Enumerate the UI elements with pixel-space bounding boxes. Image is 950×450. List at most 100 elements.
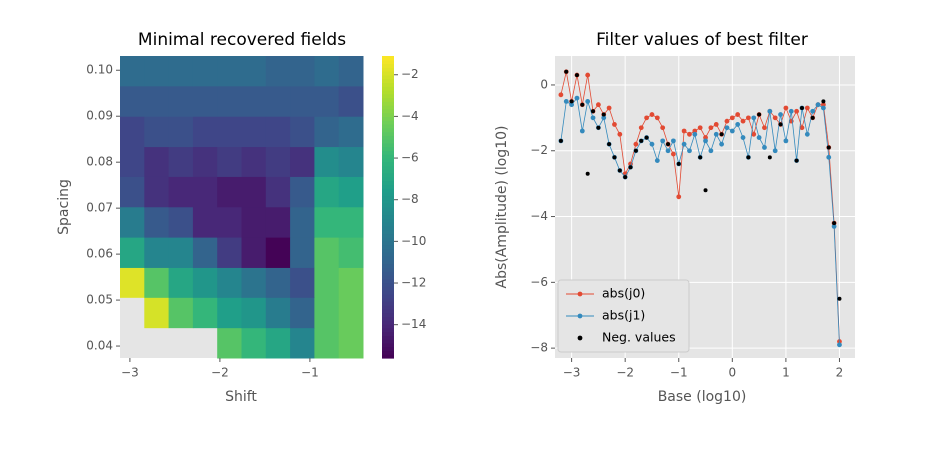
heat-cell bbox=[265, 85, 291, 117]
colorbar-segment bbox=[382, 312, 394, 318]
colorbar-segment bbox=[382, 142, 394, 148]
x-tick-label: −3 bbox=[563, 366, 581, 380]
heat-cell bbox=[168, 297, 194, 329]
y-tick-label: 0.09 bbox=[86, 109, 113, 123]
heat-cell bbox=[290, 327, 315, 359]
x-axis-label: Shift bbox=[225, 389, 257, 405]
colorbar-segment bbox=[382, 199, 394, 204]
x-tick-label: 0 bbox=[729, 366, 737, 380]
data-point bbox=[697, 125, 703, 131]
data-point bbox=[666, 142, 671, 147]
data-point bbox=[826, 154, 832, 160]
heat-cell bbox=[314, 85, 340, 117]
data-point bbox=[681, 141, 687, 147]
colorbar-tick-label: −4 bbox=[401, 109, 419, 123]
colorbar-tick-label: −6 bbox=[401, 151, 419, 165]
heat-cell bbox=[192, 176, 218, 208]
colorbar-segment bbox=[382, 123, 394, 129]
data-point bbox=[601, 115, 607, 121]
heat-cell bbox=[265, 297, 291, 329]
heat-cell bbox=[192, 116, 218, 148]
data-point bbox=[762, 125, 767, 131]
heat-cell bbox=[144, 237, 170, 268]
heat-cell bbox=[217, 146, 242, 177]
heat-cell bbox=[338, 146, 364, 177]
heat-cell bbox=[217, 267, 242, 298]
colorbar-segment bbox=[382, 290, 394, 295]
heat-cell bbox=[120, 116, 145, 148]
data-point bbox=[564, 69, 569, 74]
data-point bbox=[660, 138, 666, 144]
colorbar-segment bbox=[382, 154, 394, 159]
data-point bbox=[665, 148, 671, 154]
data-point bbox=[590, 115, 596, 121]
data-point bbox=[633, 148, 638, 153]
data-point bbox=[612, 155, 617, 160]
y-tick-label: −2 bbox=[530, 143, 548, 157]
heat-cell bbox=[217, 206, 242, 238]
heat-cell bbox=[120, 176, 145, 208]
data-point bbox=[713, 122, 719, 127]
heat-cell bbox=[168, 116, 194, 148]
data-point bbox=[580, 102, 585, 107]
data-point bbox=[820, 105, 826, 111]
colorbar-segment bbox=[382, 339, 394, 344]
colorbar-segment bbox=[382, 120, 394, 125]
heat-cell bbox=[290, 267, 315, 298]
data-point bbox=[633, 141, 639, 147]
colorbar-segment bbox=[382, 67, 394, 72]
data-point bbox=[558, 92, 564, 98]
data-point bbox=[692, 131, 698, 137]
colorbar-segment bbox=[382, 135, 394, 140]
data-point bbox=[751, 131, 757, 137]
heat-cell bbox=[290, 146, 315, 177]
colorbar-segment bbox=[382, 222, 394, 227]
heat-cell bbox=[144, 267, 170, 298]
heat-cell bbox=[241, 176, 267, 208]
colorbar-segment bbox=[382, 252, 394, 257]
heat-cell bbox=[144, 116, 170, 148]
colorbar-segment bbox=[382, 150, 394, 155]
heat-cell bbox=[144, 146, 170, 177]
heat-cell bbox=[168, 176, 194, 208]
colorbar-segment bbox=[382, 286, 394, 291]
colorbar-segment bbox=[382, 169, 394, 174]
colorbar-segment bbox=[382, 63, 394, 68]
colorbar-segment bbox=[382, 105, 394, 110]
colorbar-segment bbox=[382, 274, 394, 280]
data-point bbox=[687, 131, 692, 137]
heat-cell bbox=[290, 116, 315, 148]
heat-cell bbox=[120, 56, 145, 87]
heat-cell bbox=[168, 56, 194, 87]
data-point bbox=[751, 115, 757, 121]
data-point bbox=[670, 151, 676, 157]
heat-cell bbox=[338, 85, 364, 117]
colorbar-tick-label: −14 bbox=[401, 317, 426, 331]
colorbar-segment bbox=[382, 240, 394, 246]
heat-cell bbox=[144, 85, 170, 117]
data-point bbox=[756, 135, 762, 140]
y-tick-label: −4 bbox=[530, 209, 548, 223]
data-point bbox=[778, 122, 783, 127]
colorbar-segment bbox=[382, 139, 394, 144]
heat-cell bbox=[144, 297, 170, 329]
colorbar-segment bbox=[382, 176, 394, 182]
colorbar-segment bbox=[382, 225, 394, 231]
colorbar-segment bbox=[382, 259, 394, 265]
data-point bbox=[804, 131, 810, 137]
colorbar-segment bbox=[382, 237, 394, 242]
y-axis-label: Spacing bbox=[56, 179, 72, 235]
heat-cell bbox=[314, 267, 340, 298]
colorbar-segment bbox=[382, 89, 394, 95]
data-point bbox=[729, 128, 735, 134]
heat-cell bbox=[314, 146, 340, 177]
heat-cell bbox=[217, 327, 242, 359]
colorbar-segment bbox=[382, 165, 394, 170]
colorbar-segment bbox=[382, 108, 394, 114]
data-point bbox=[585, 98, 591, 104]
heat-cell bbox=[338, 206, 364, 238]
colorbar-segment bbox=[382, 97, 394, 102]
colorbar-segment bbox=[382, 229, 394, 235]
colorbar-segment bbox=[382, 218, 394, 223]
